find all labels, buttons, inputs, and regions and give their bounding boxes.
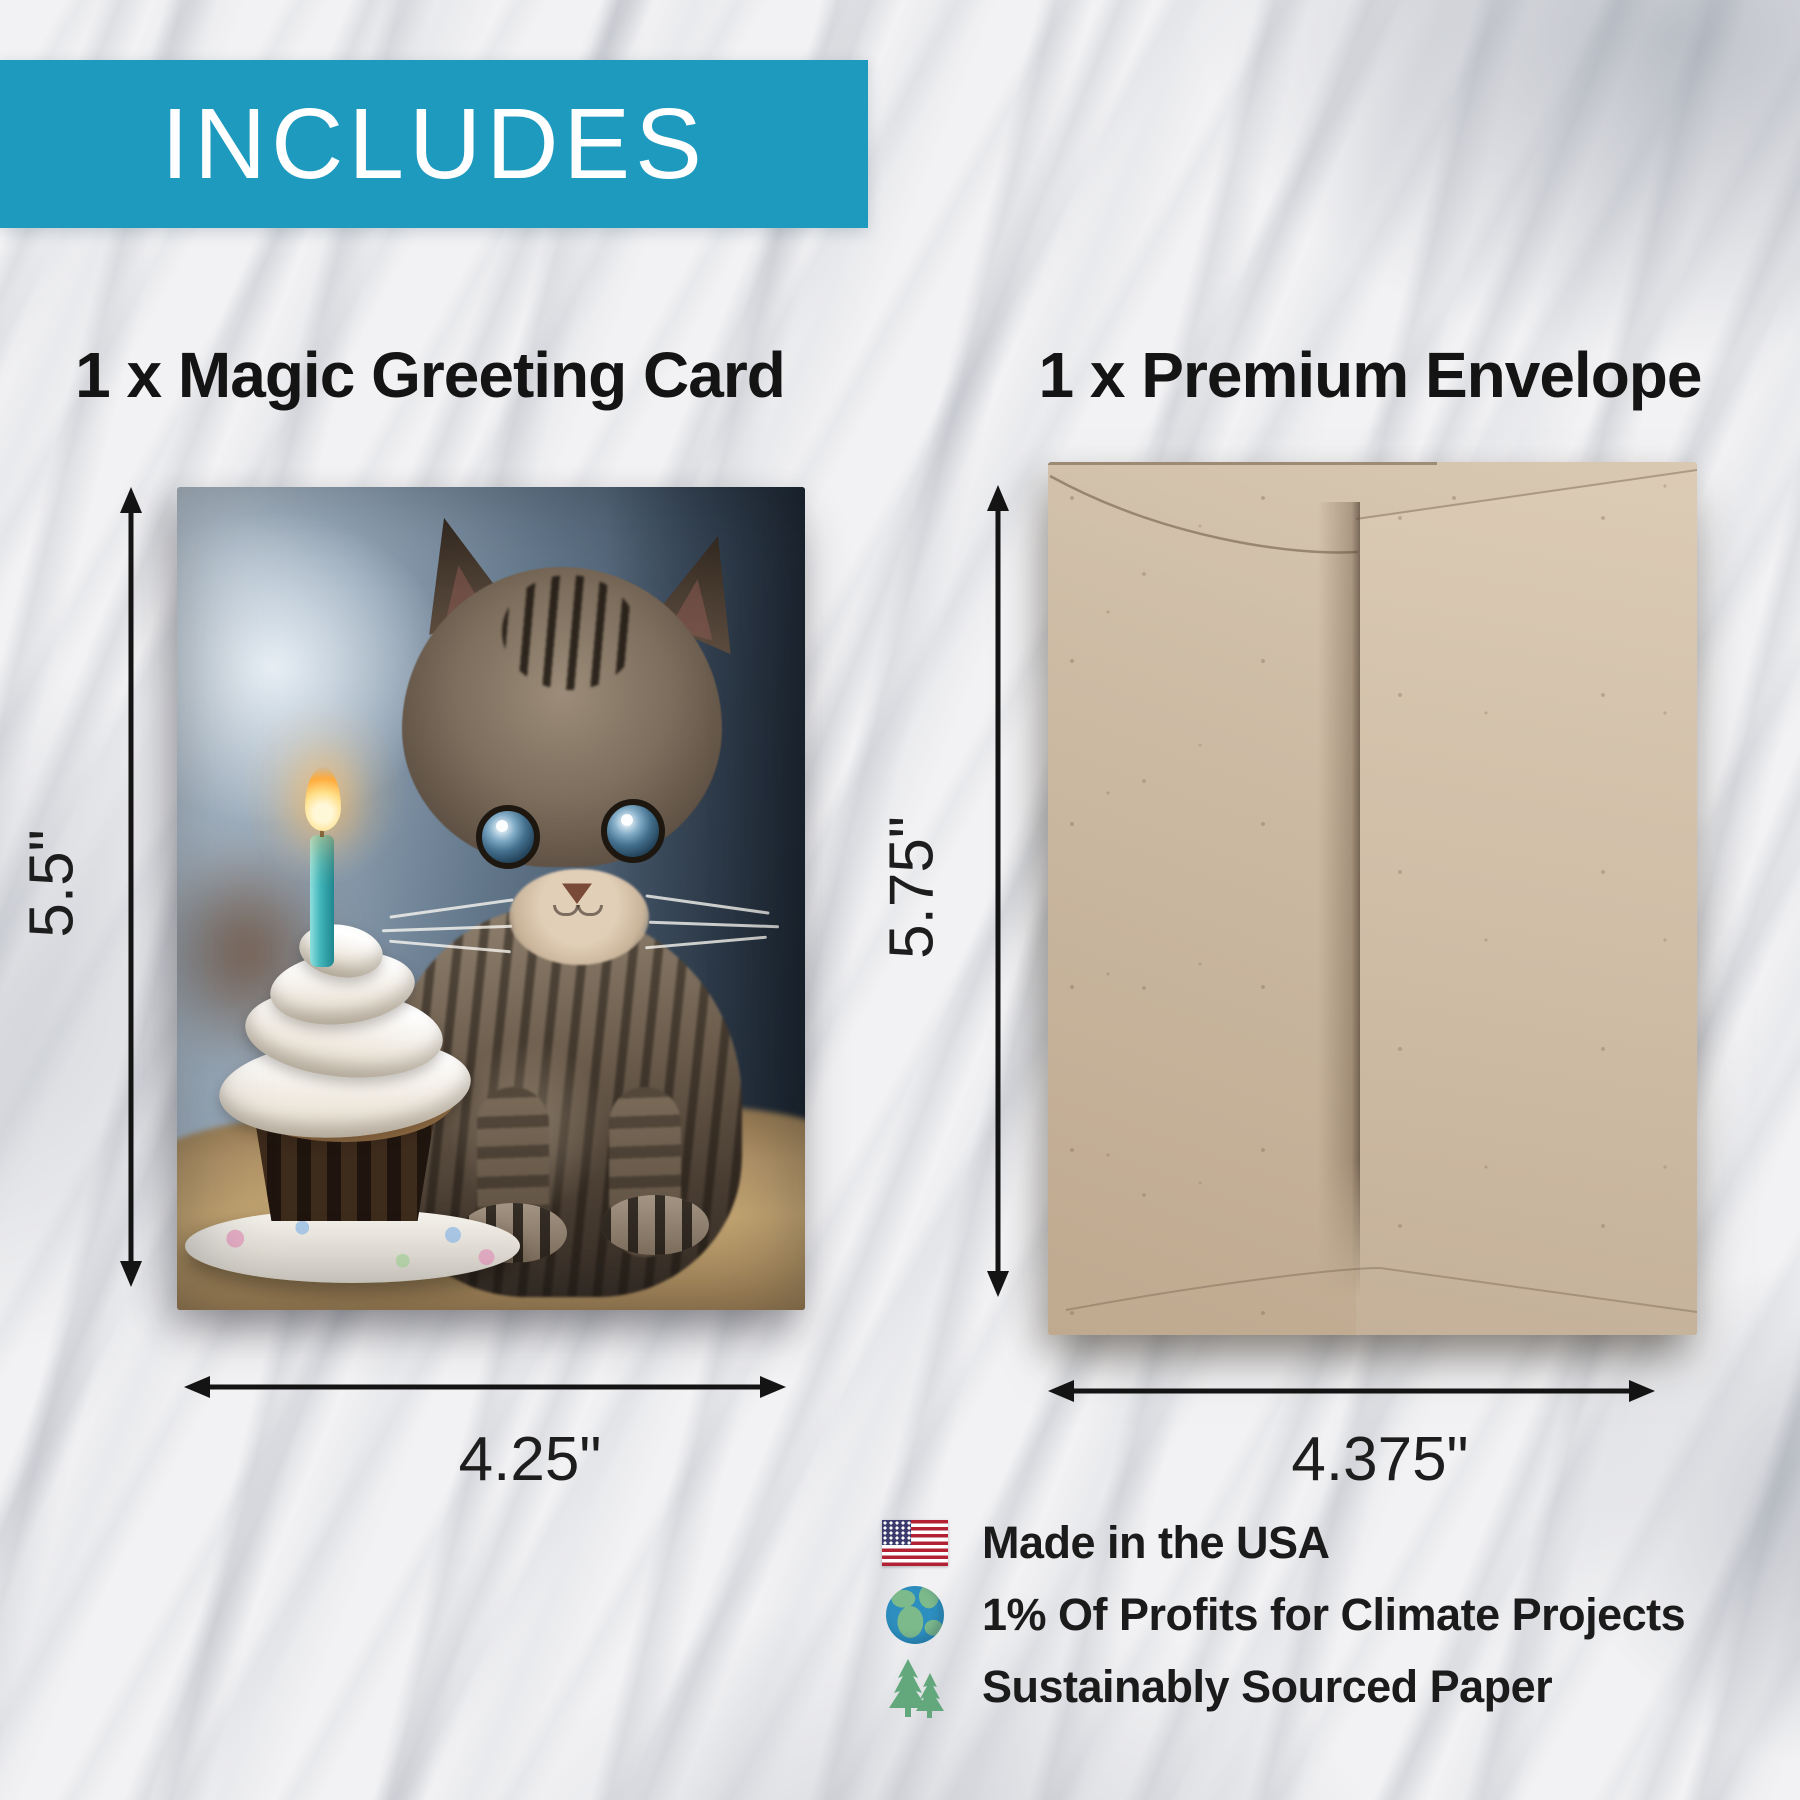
card-height-arrow — [120, 487, 142, 1287]
pine-trees-icon — [880, 1656, 950, 1718]
kitten-mouth — [577, 905, 603, 916]
candle-flame — [305, 767, 341, 831]
usa-flag-icon — [880, 1512, 950, 1573]
greeting-card-photo — [177, 487, 805, 1310]
birthday-candle — [310, 825, 334, 967]
envelope-heading: 1 x Premium Envelope — [1038, 339, 1703, 411]
feature-label: Sustainably Sourced Paper — [982, 1660, 1553, 1712]
feature-row-climate-profits: 1% Of Profits for Climate Projects — [880, 1584, 1686, 1645]
kitten-eye — [476, 805, 540, 869]
card-heading: 1 x Magic Greeting Card — [75, 339, 786, 411]
envelope-height-arrow — [987, 485, 1009, 1297]
feature-row-sustainable-paper: Sustainably Sourced Paper — [880, 1656, 1685, 1718]
card-width-label: 4.25" — [458, 1425, 602, 1494]
kraft-envelope — [1048, 462, 1697, 1335]
plate — [185, 1209, 520, 1283]
card-height-label: 5.5" — [17, 829, 87, 938]
earth-icon — [880, 1584, 950, 1645]
envelope-width-label: 4.375" — [1291, 1425, 1469, 1494]
envelope-height-label: 5.75" — [877, 816, 947, 959]
envelope-seam-lines — [1049, 469, 1697, 1313]
banner-title: INCLUDES — [161, 87, 707, 200]
photo-vignette — [177, 487, 805, 1310]
kitten-eye — [601, 799, 665, 863]
feature-label: 1% Of Profits for Climate Projects — [982, 1588, 1686, 1640]
kitten-paw — [601, 1195, 709, 1255]
includes-banner: INCLUDES — [0, 60, 868, 228]
envelope-width-arrow — [1048, 1380, 1655, 1402]
feature-label: Made in the USA — [982, 1516, 1330, 1568]
feature-list: Made in the USA 1% Of Profits for Climat… — [880, 1512, 1686, 1718]
envelope-top-edge — [1048, 462, 1438, 465]
feature-row-made-in-usa: Made in the USA — [880, 1512, 1685, 1573]
card-width-arrow — [184, 1376, 786, 1398]
envelope-fold-shadow — [1318, 502, 1361, 1305]
envelope-side-flap — [1356, 468, 1697, 1335]
